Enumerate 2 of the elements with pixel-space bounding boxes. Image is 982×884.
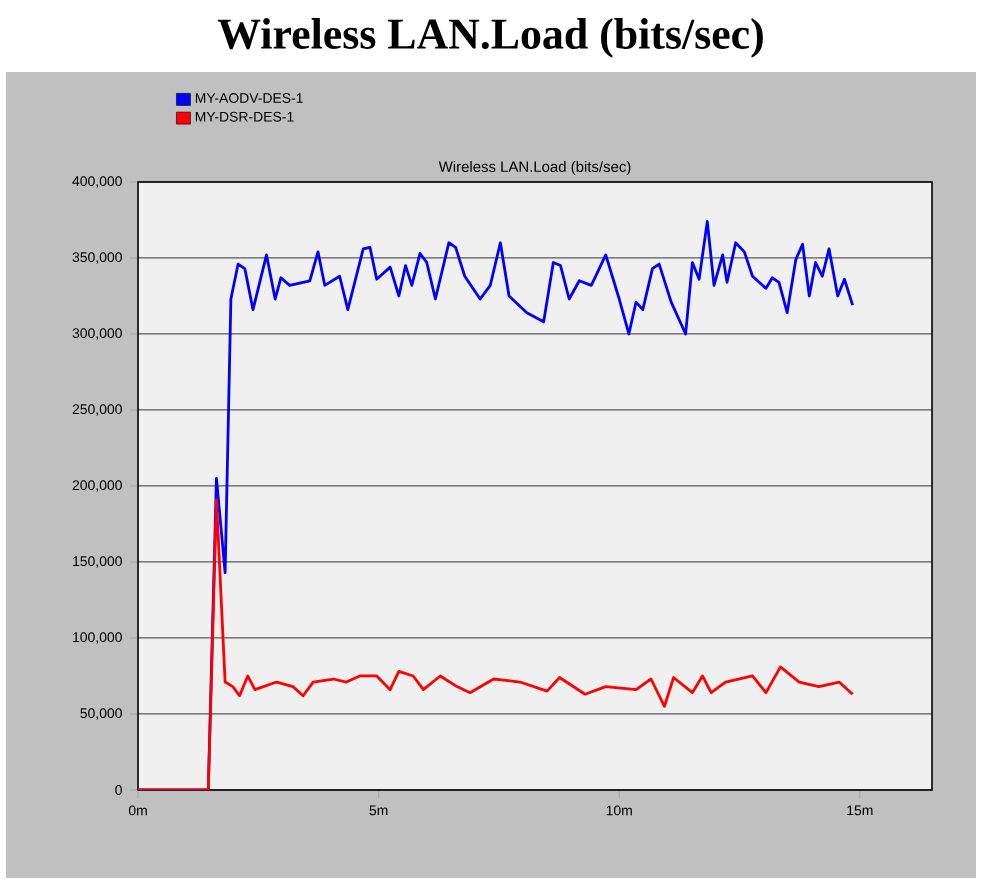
line-series xyxy=(138,498,855,790)
chart-title: Wireless LAN.Load (bits/sec) xyxy=(217,18,763,58)
